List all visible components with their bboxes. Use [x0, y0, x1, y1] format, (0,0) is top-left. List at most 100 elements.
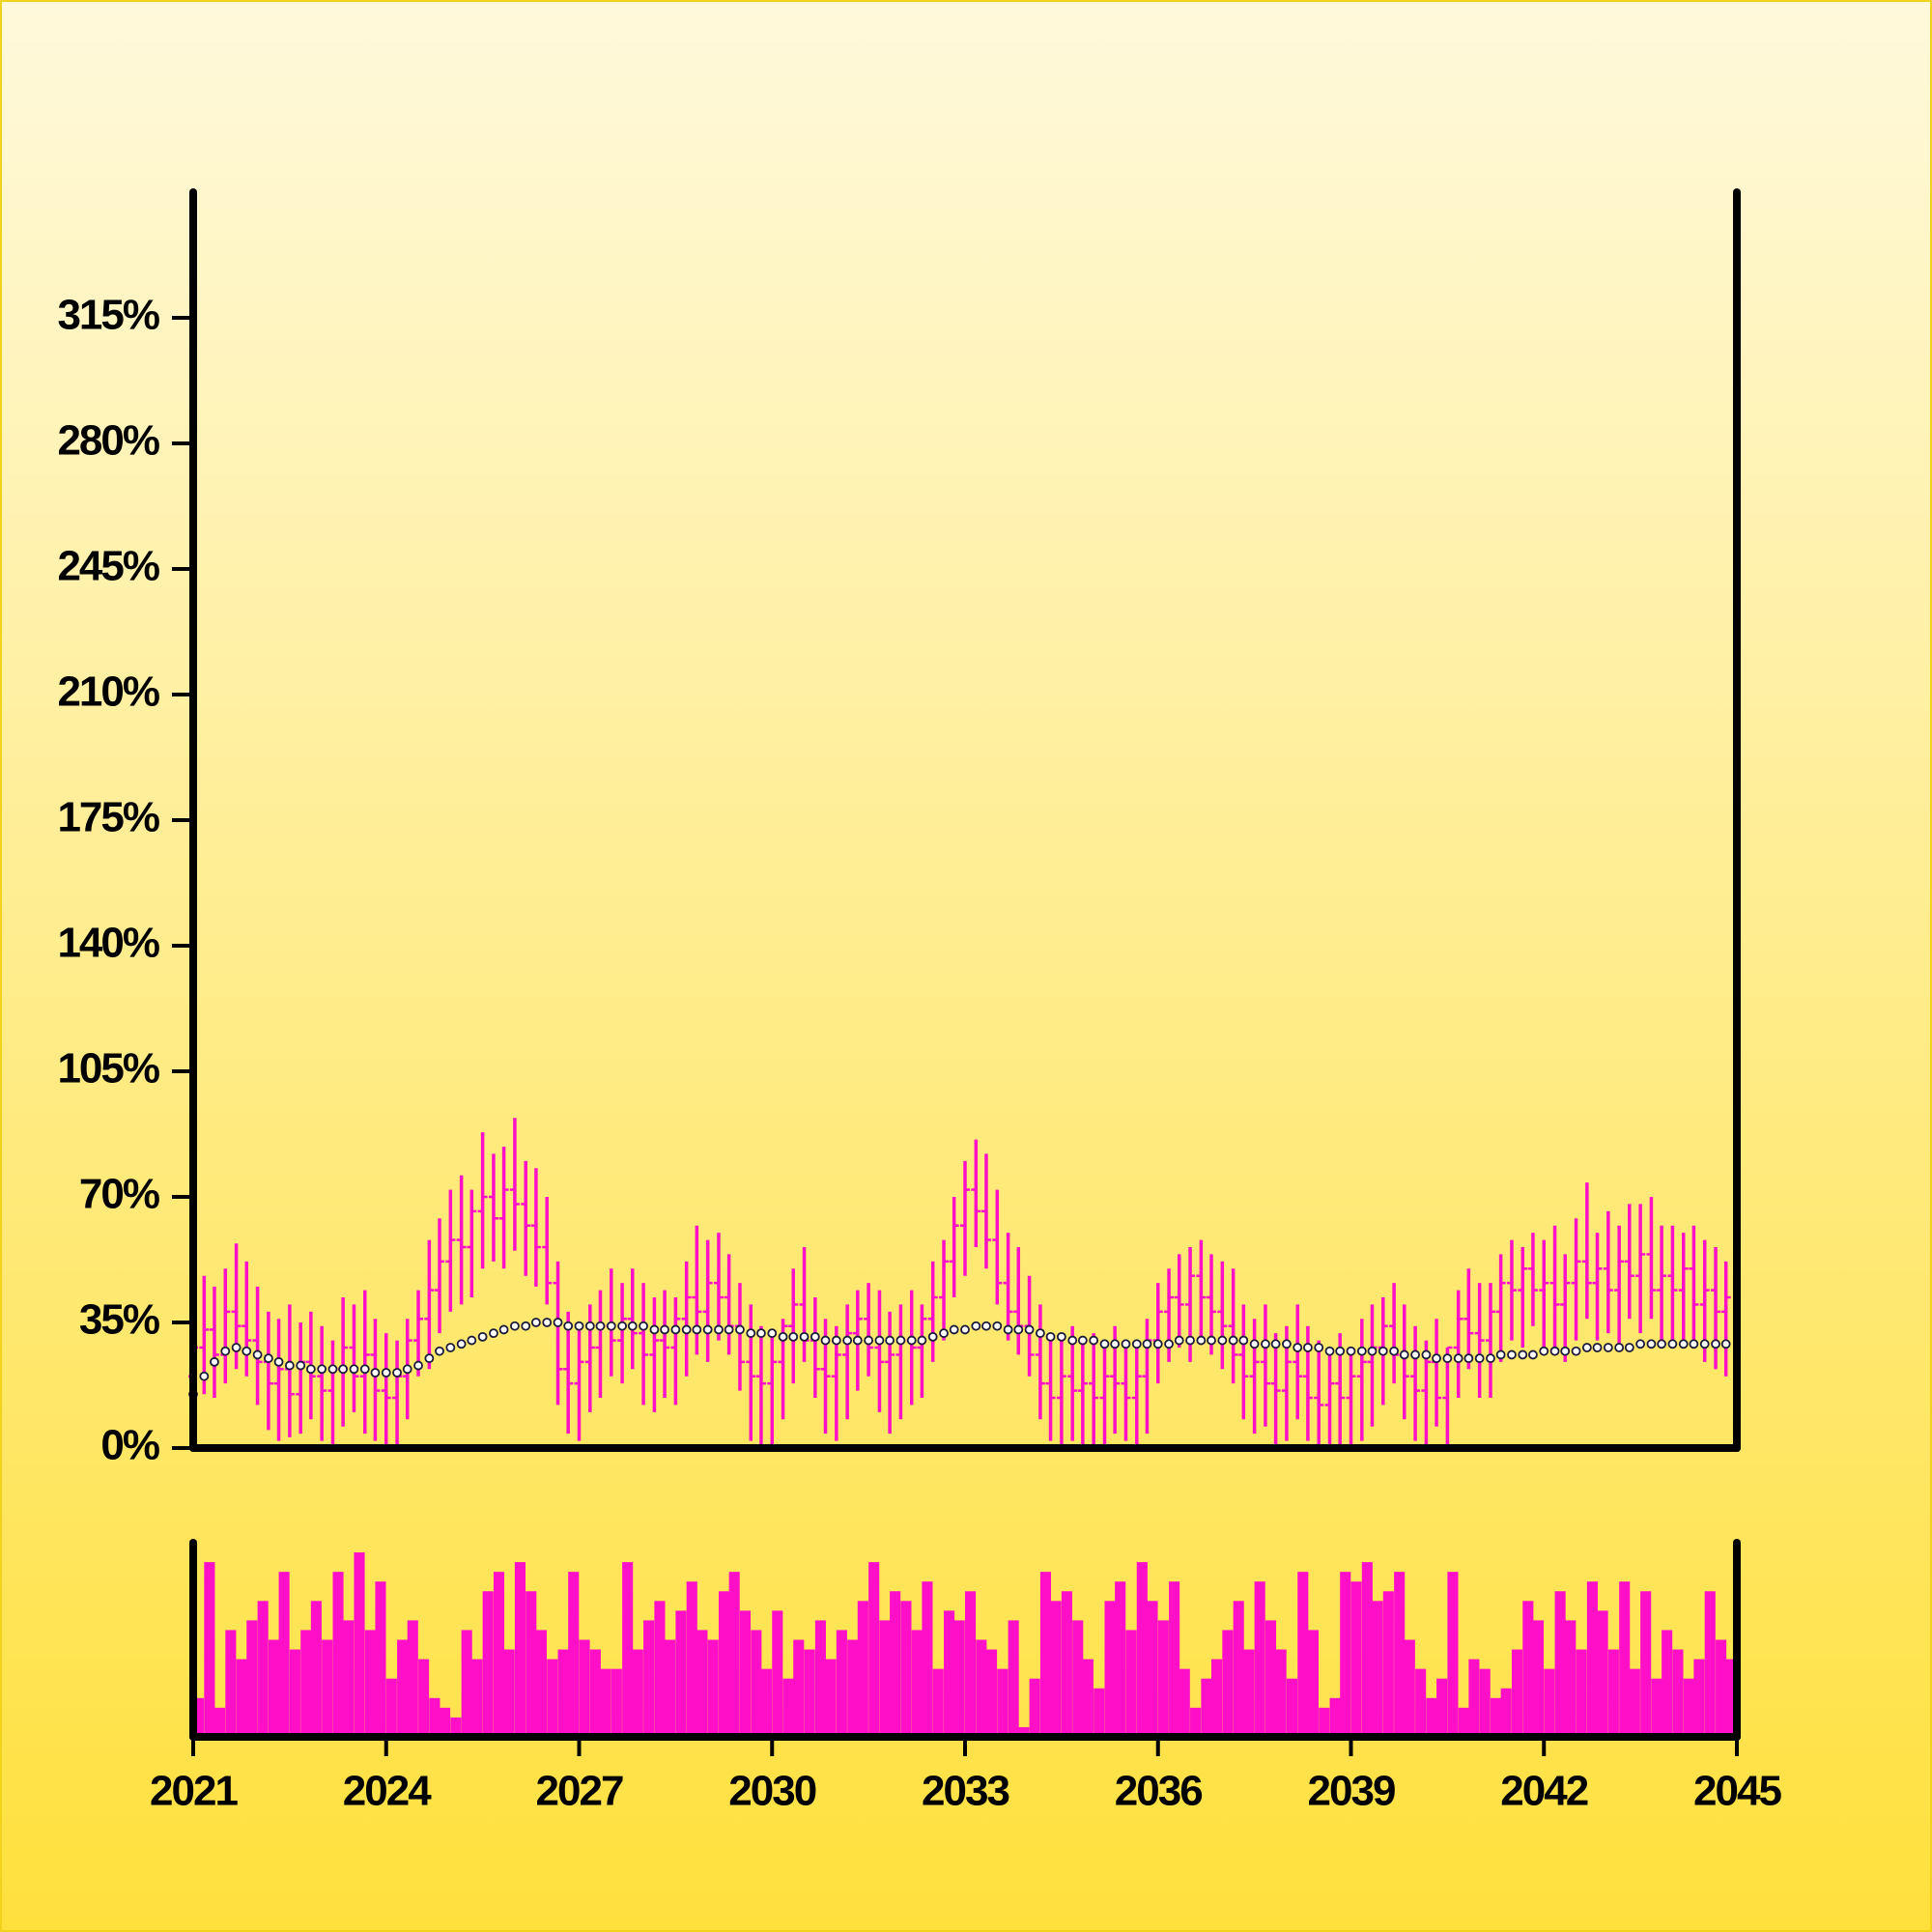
volume-bar	[1404, 1639, 1415, 1737]
ma-point	[284, 1360, 295, 1371]
volume-bar	[1415, 1668, 1427, 1737]
ma-point	[1689, 1339, 1699, 1350]
ma-point	[981, 1321, 991, 1331]
volume-bar	[1468, 1659, 1480, 1737]
ma-point	[1699, 1339, 1710, 1350]
volume-bar	[300, 1630, 312, 1737]
volume-bar	[1372, 1601, 1383, 1737]
volume-bar	[1264, 1620, 1277, 1737]
ma-point	[1099, 1339, 1110, 1350]
ma-point	[1261, 1339, 1270, 1350]
volume-bar	[1522, 1601, 1534, 1737]
x-tick-label: 2027	[536, 1768, 623, 1815]
volume-bar	[1597, 1610, 1608, 1737]
volume-bar	[568, 1572, 580, 1737]
volume-bar	[1458, 1707, 1469, 1737]
ma-point	[670, 1324, 681, 1335]
volume-bar	[751, 1630, 762, 1737]
ma-point	[1207, 1335, 1216, 1346]
ma-point	[864, 1335, 874, 1346]
ma-point	[1378, 1346, 1388, 1356]
volume-bar	[1104, 1601, 1116, 1737]
ma-point	[1389, 1346, 1400, 1356]
ma-point	[1196, 1335, 1207, 1346]
ma-point	[746, 1328, 756, 1339]
volume-bar	[782, 1678, 794, 1737]
volume-bar	[1683, 1678, 1694, 1737]
volume-bar	[1576, 1649, 1587, 1737]
volume-bar	[1029, 1678, 1040, 1737]
volume-bar	[278, 1572, 290, 1737]
ma-point	[210, 1356, 219, 1367]
y-tick-label: 140%	[57, 920, 158, 967]
ma-point	[1518, 1350, 1528, 1360]
volume-bar	[1340, 1572, 1351, 1737]
ma-point	[831, 1335, 841, 1346]
ma-point	[1293, 1343, 1303, 1352]
ma-point	[489, 1328, 498, 1339]
volume-bar	[375, 1581, 386, 1737]
ma-point	[553, 1318, 563, 1327]
volume-bar	[1243, 1649, 1255, 1737]
ma-point	[1142, 1339, 1152, 1350]
volume-bar	[1629, 1668, 1640, 1737]
volume-bar	[225, 1630, 237, 1737]
x-tick-label: 2036	[1115, 1768, 1202, 1815]
volume-bar	[1190, 1707, 1202, 1737]
ma-point	[649, 1324, 660, 1335]
volume-bar	[1607, 1649, 1619, 1737]
ma-point	[220, 1346, 231, 1356]
ma-point	[1174, 1335, 1184, 1346]
volume-bar	[1018, 1726, 1030, 1737]
volume-bar	[965, 1591, 977, 1737]
volume-bar	[1394, 1572, 1406, 1737]
volume-bar	[1436, 1678, 1448, 1737]
volume-bar	[1704, 1591, 1716, 1737]
ma-point	[1581, 1343, 1592, 1352]
y-tick-label: 210%	[57, 668, 158, 716]
ma-point	[252, 1350, 263, 1360]
volume-bar	[1254, 1581, 1265, 1737]
volume-bar	[193, 1697, 205, 1737]
ma-point	[542, 1318, 553, 1327]
ma-point	[606, 1321, 616, 1331]
ma-point	[264, 1353, 273, 1364]
volume-bar	[493, 1572, 505, 1737]
volume-bar	[718, 1591, 730, 1737]
volume-bar	[632, 1649, 643, 1737]
volume-bar	[589, 1649, 601, 1737]
y-tick-label: 175%	[57, 794, 158, 841]
ma-point	[1045, 1331, 1056, 1342]
ma-point	[1356, 1346, 1367, 1356]
ma-point	[521, 1321, 531, 1331]
ma-point	[842, 1335, 853, 1346]
ma-point	[273, 1356, 284, 1367]
volume-bar	[236, 1659, 247, 1737]
volume-bar	[857, 1601, 868, 1737]
ma-point	[1024, 1324, 1035, 1335]
volume-bar	[1500, 1688, 1512, 1737]
volume-bar	[1008, 1620, 1019, 1737]
volume-bar	[213, 1707, 226, 1737]
ma-point	[1463, 1353, 1474, 1364]
ma-point	[1667, 1339, 1678, 1350]
ma-point	[530, 1318, 541, 1327]
ma-point	[1592, 1343, 1603, 1352]
volume-bar	[1061, 1591, 1072, 1737]
volume-bar	[407, 1620, 418, 1737]
ma-point	[1528, 1350, 1538, 1360]
volume-bar	[611, 1668, 622, 1737]
volume-bar	[1532, 1620, 1545, 1737]
volume-bar	[922, 1581, 933, 1737]
ma-point	[435, 1346, 444, 1356]
volume-bar	[397, 1639, 409, 1737]
volume-bar	[332, 1572, 344, 1737]
volume-bar	[579, 1639, 590, 1737]
ma-point	[1013, 1324, 1024, 1335]
ma-point	[1036, 1328, 1045, 1339]
volume-bar	[1222, 1630, 1234, 1737]
volume-bar	[1050, 1601, 1062, 1737]
ma-point	[1720, 1339, 1731, 1350]
volume-bar	[1136, 1562, 1148, 1737]
ma-point	[563, 1321, 574, 1331]
